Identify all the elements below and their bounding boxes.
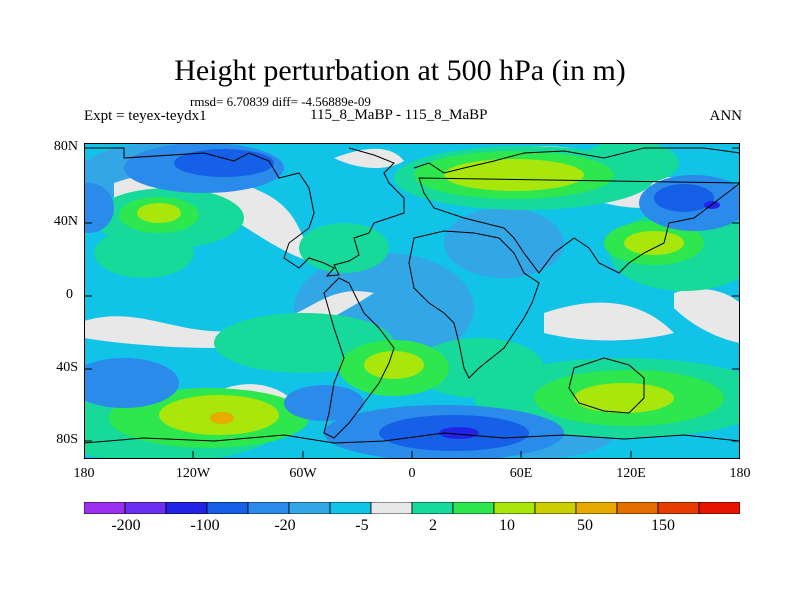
contour-region [284,385,364,421]
x-tick-label: 60W [289,466,317,481]
colorbar-label: -5 [355,517,369,534]
case-label: 115_8_MaBP - 115_8_MaBP [310,107,488,123]
contour-region [334,148,404,169]
colorbar-swatch [165,502,208,514]
coastline [84,432,740,444]
contour-region [299,223,389,273]
colorbar-swatch [124,502,167,514]
colorbar-label: 150 [651,517,675,534]
coastline [408,230,540,379]
colorbar-swatch [411,502,454,514]
y-tick-label: 40S [56,360,78,375]
colorbar-swatch [698,502,740,514]
plot-title: Height perturbation at 500 hPa (in m) [174,54,626,87]
contour-region [210,412,234,424]
contour-region [84,291,374,348]
colorbar-label: -20 [274,517,296,534]
colorbar-label: -100 [190,517,220,534]
colorbar-swatch [84,502,126,514]
y-tick-label: 80S [56,432,78,447]
colorbar [84,502,740,514]
contour-region [444,159,584,191]
experiment-label: Expt = teyex-teydx1 [84,108,207,124]
coastline [413,147,740,274]
colorbar-swatch [370,502,413,514]
x-tick-label: 120W [175,466,211,481]
y-tick-label: 80N [53,139,78,154]
contour-region [574,383,674,413]
colorbar-swatch [616,502,659,514]
colorbar-swatch [329,502,372,514]
stats-text: rmsd= 6.70839 diff= -4.56889e-09 [190,94,371,109]
contour-region [439,427,479,439]
colorbar-swatch [206,502,249,514]
contour-region [624,231,684,255]
season-label: ANN [709,108,743,124]
colorbar-swatch [534,502,577,514]
coastline [568,357,645,414]
colorbar-swatch [247,502,290,514]
colorbar-label: 10 [499,517,515,534]
colorbar-label: 50 [577,517,593,534]
colorbar-swatch [575,502,618,514]
x-tick-label: 180 [73,466,95,481]
contour-fills [84,143,740,459]
coastline [323,277,395,439]
contour-region [84,358,179,408]
x-tick-label: 60E [509,466,533,481]
x-tick-label: 120E [616,466,646,481]
colorbar-swatch [452,502,495,514]
coastline [84,147,405,277]
colorbar-label: 2 [429,517,437,534]
colorbar-swatch [493,502,536,514]
contour-region [137,203,181,223]
colorbar-label: -200 [111,517,141,534]
contour-region [94,228,194,278]
y-tick-label: 0 [66,287,73,302]
colorbar-swatch [657,502,700,514]
y-ticks [84,147,740,442]
x-tick-label: 0 [408,466,416,481]
y-tick-label: 40N [53,214,78,229]
contour-region [654,184,714,212]
x-tick-label: 180 [729,466,751,481]
colorbar-swatch [288,502,331,514]
coastlines [84,147,740,444]
contour-region [674,288,740,343]
contour-region [174,149,274,177]
contour-map [84,143,740,459]
contour-region [84,183,114,233]
contour-region [364,351,424,379]
contour-region [544,302,674,341]
x-ticks [192,451,632,459]
